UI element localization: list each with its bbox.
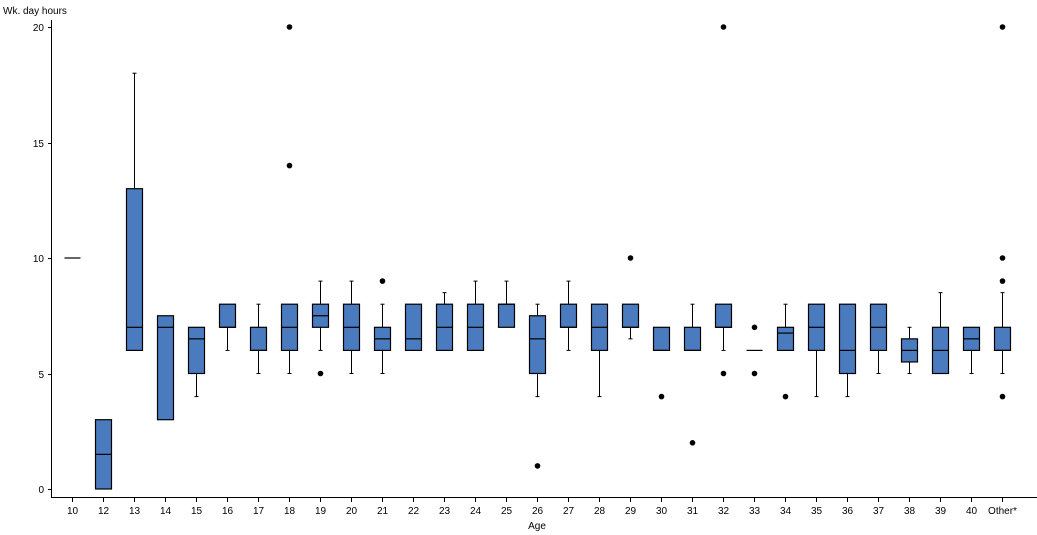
outlier-point bbox=[286, 162, 293, 169]
y-tick-label: 15 bbox=[33, 139, 45, 150]
x-tick-label: Other* bbox=[988, 506, 1017, 517]
x-tick-label: 19 bbox=[315, 506, 327, 517]
box bbox=[993, 326, 1012, 351]
x-tick-label: 27 bbox=[563, 506, 575, 517]
outlier-point bbox=[999, 393, 1006, 400]
outlier-point bbox=[658, 393, 665, 400]
box bbox=[156, 315, 175, 421]
x-tick-label: 30 bbox=[656, 506, 668, 517]
x-tick-label: 40 bbox=[966, 506, 978, 517]
y-axis-label: Wk. day hours bbox=[3, 6, 67, 17]
box bbox=[125, 188, 144, 351]
x-tick-label: 35 bbox=[811, 506, 823, 517]
outlier-point bbox=[720, 370, 727, 377]
x-tick-label: 29 bbox=[625, 506, 637, 517]
y-tick-label: 20 bbox=[33, 23, 45, 34]
x-tick-label: 26 bbox=[532, 506, 544, 517]
y-tick-label: 5 bbox=[38, 370, 44, 381]
x-tick-label: 28 bbox=[594, 506, 606, 517]
x-tick-label: 17 bbox=[253, 506, 265, 517]
box bbox=[187, 326, 206, 375]
x-tick-label: 18 bbox=[284, 506, 296, 517]
outlier-point bbox=[720, 24, 727, 30]
box bbox=[218, 303, 237, 328]
x-tick-label: 25 bbox=[501, 506, 513, 517]
x-tick-label: 33 bbox=[749, 506, 761, 517]
outlier-point bbox=[286, 24, 293, 30]
box bbox=[652, 326, 671, 351]
outlier-point bbox=[999, 255, 1006, 261]
outlier-point bbox=[627, 255, 634, 261]
box bbox=[249, 326, 268, 351]
x-tick-label: 20 bbox=[346, 506, 358, 517]
x-axis-label: Age bbox=[528, 521, 546, 532]
outlier-point bbox=[999, 24, 1006, 30]
x-tick-label: 39 bbox=[935, 506, 947, 517]
x-tick-label: 36 bbox=[842, 506, 854, 517]
x-tick-label: 14 bbox=[160, 506, 172, 517]
x-tick-label: 24 bbox=[470, 506, 482, 517]
box bbox=[404, 303, 423, 352]
box bbox=[776, 326, 795, 351]
x-tick-label: 37 bbox=[873, 506, 885, 517]
x-tick-label: 34 bbox=[780, 506, 792, 517]
x-tick-label: 38 bbox=[904, 506, 916, 517]
x-tick-label: 23 bbox=[439, 506, 451, 517]
x-tick-label: 12 bbox=[98, 506, 110, 517]
outlier-point bbox=[689, 440, 696, 446]
x-tick-label: 15 bbox=[191, 506, 203, 517]
x-tick-label: 22 bbox=[408, 506, 420, 517]
x-tick-label: 10 bbox=[67, 506, 79, 517]
outlier-point bbox=[379, 278, 386, 284]
box bbox=[838, 303, 857, 375]
outlier-point bbox=[534, 463, 541, 469]
box bbox=[528, 315, 547, 375]
x-tick-label: 32 bbox=[718, 506, 730, 517]
y-tick-label: 0 bbox=[38, 485, 44, 496]
box bbox=[714, 303, 733, 328]
outlier-point bbox=[317, 370, 324, 377]
x-tick-label: 31 bbox=[687, 506, 699, 517]
box bbox=[683, 326, 702, 351]
outlier-point bbox=[751, 324, 758, 331]
outlier-point bbox=[999, 278, 1006, 284]
outlier-point bbox=[782, 393, 789, 400]
outlier-point bbox=[751, 370, 758, 377]
x-tick-label: 13 bbox=[129, 506, 141, 517]
y-tick-label: 10 bbox=[33, 254, 45, 265]
box bbox=[621, 303, 640, 328]
x-tick-label: 16 bbox=[222, 506, 234, 517]
x-tick-label: 21 bbox=[377, 506, 389, 517]
box bbox=[497, 303, 516, 328]
box bbox=[559, 303, 578, 328]
